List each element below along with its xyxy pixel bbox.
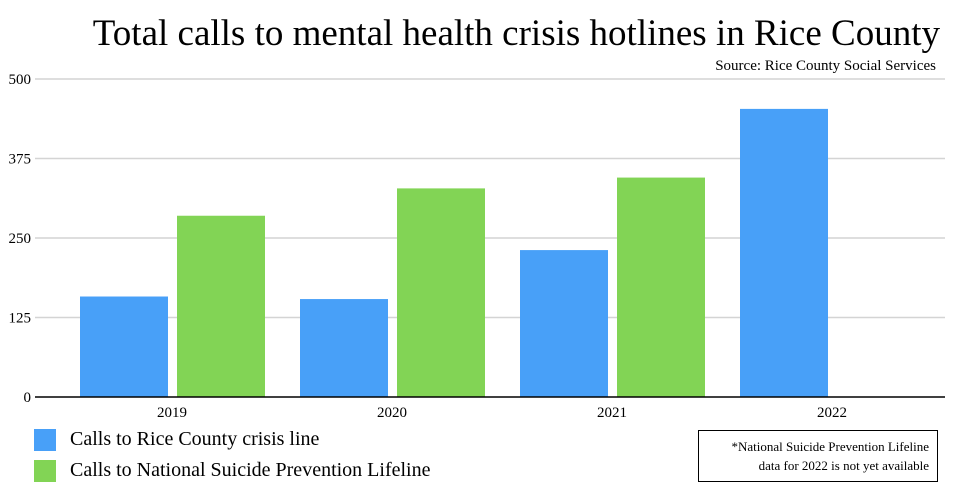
bar-2020-series-2 <box>397 188 485 397</box>
chart-title: Total calls to mental health crisis hotl… <box>92 13 940 54</box>
bar-2019-series-1 <box>80 296 168 397</box>
bar-2022-series-1 <box>740 108 828 397</box>
y-tick-label: 500 <box>9 72 32 88</box>
y-tick-label: 375 <box>9 152 32 168</box>
y-tick-label: 0 <box>24 390 32 406</box>
x-tick-label: 2019 <box>157 405 187 421</box>
legend-item-lifeline: Calls to National Suicide Prevention Lif… <box>34 459 430 482</box>
legend-item-rice-county: Calls to Rice County crisis line <box>34 428 319 451</box>
x-tick-label: 2021 <box>597 405 627 421</box>
bar-2019-series-2 <box>177 215 265 397</box>
footnote-line: data for 2022 is not yet available <box>758 458 929 473</box>
y-tick-label: 125 <box>9 311 32 327</box>
bar-2021-series-1 <box>520 250 608 397</box>
footnote-line: *National Suicide Prevention Lifeline <box>731 439 929 454</box>
legend-swatch-blue <box>34 428 56 451</box>
y-tick-label: 250 <box>9 231 32 247</box>
legend-label: Calls to National Suicide Prevention Lif… <box>70 459 431 481</box>
chart-source: Source: Rice County Social Services <box>715 58 936 74</box>
x-tick-label: 2022 <box>817 405 847 421</box>
bar-2020-series-1 <box>300 299 388 397</box>
x-tick-label: 2020 <box>377 405 407 421</box>
footnote-box: *National Suicide Prevention Lifeline da… <box>698 430 938 482</box>
legend-label: Calls to Rice County crisis line <box>70 428 320 450</box>
bar-2021-series-2 <box>617 177 705 397</box>
legend-swatch-green <box>34 459 56 482</box>
